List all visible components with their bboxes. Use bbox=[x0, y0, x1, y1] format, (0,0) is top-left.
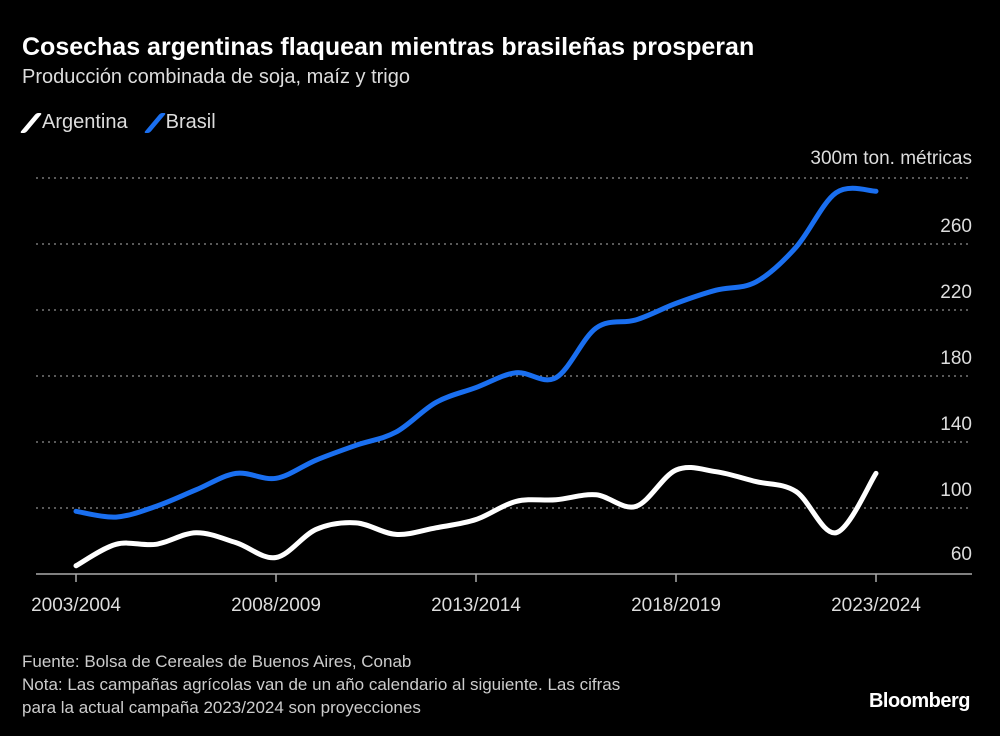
chart-title: Cosechas argentinas flaquean mientras br… bbox=[22, 33, 755, 61]
y-tick-label: 220 bbox=[940, 282, 972, 303]
x-tick-label: 2003/2004 bbox=[31, 595, 121, 616]
legend-item-argentina: Argentina bbox=[19, 111, 128, 134]
y-tick-label: 180 bbox=[940, 348, 972, 369]
legend-label-brasil: Brasil bbox=[165, 111, 216, 133]
y-tick-label: 100 bbox=[940, 480, 972, 501]
legend-item-brasil: Brasil bbox=[143, 111, 216, 134]
series-line-brasil bbox=[73, 185, 879, 520]
x-tick-label: 2013/2014 bbox=[431, 595, 521, 616]
legend-label-argentina: Argentina bbox=[42, 111, 128, 133]
note-line-1: Nota: Las campañas agrícolas van de un a… bbox=[22, 675, 621, 694]
legend: Argentina Brasil bbox=[19, 111, 216, 134]
y-tick-label: 60 bbox=[951, 544, 972, 565]
y-unit-label: 300m ton. métricas bbox=[810, 148, 972, 169]
footer-notes: Fuente: Bolsa de Cereales de Buenos Aire… bbox=[22, 650, 620, 719]
x-tick-label: 2018/2019 bbox=[631, 595, 721, 616]
line-chart: 60 100 140 180 220 260 300m ton. métricas 2003/… bbox=[31, 148, 972, 616]
note-line-2: para la actual campaña 2023/2024 son pro… bbox=[22, 698, 421, 717]
x-tick-label: 2023/2024 bbox=[831, 595, 921, 616]
series-line-argentina bbox=[73, 465, 879, 569]
y-tick-label: 260 bbox=[940, 216, 972, 237]
bloomberg-logo: Bloomberg bbox=[868, 690, 971, 712]
chart-subtitle: Producción combinada de soja, maíz y tri… bbox=[22, 66, 410, 88]
source-note: Fuente: Bolsa de Cereales de Buenos Aire… bbox=[22, 652, 412, 671]
y-tick-label: 140 bbox=[940, 414, 972, 435]
x-tick-label: 2008/2009 bbox=[231, 595, 321, 616]
